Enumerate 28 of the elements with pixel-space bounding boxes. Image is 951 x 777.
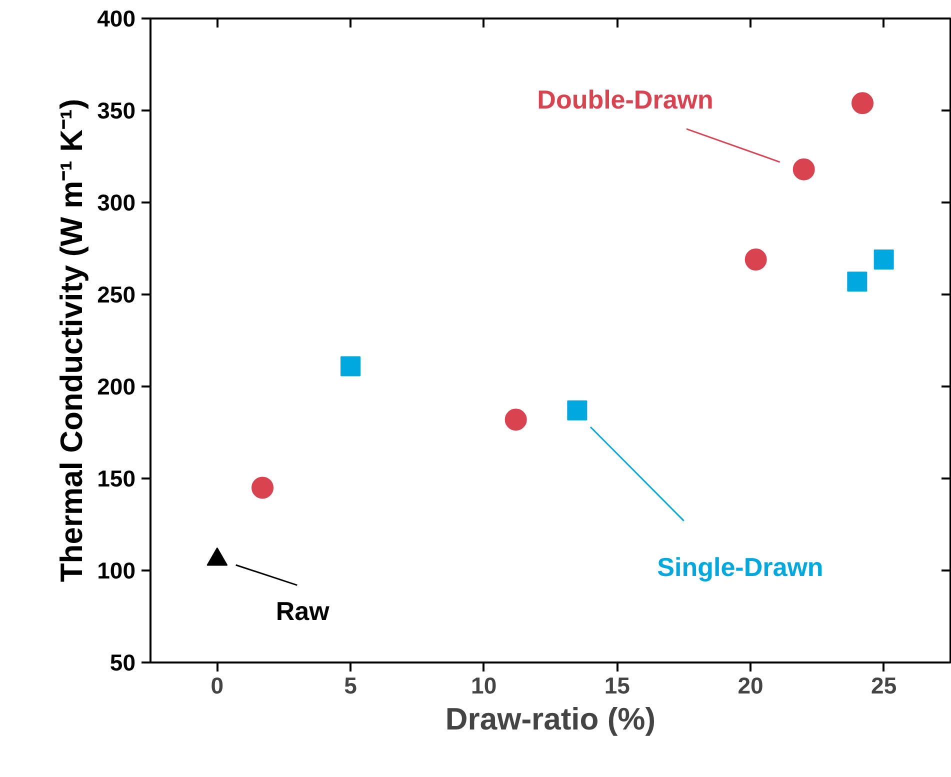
x-tick-label: 25: [871, 672, 897, 698]
point: [847, 272, 868, 292]
x-tick-label: 5: [344, 672, 358, 698]
point: [744, 248, 767, 271]
y-tick-label: 350: [97, 98, 136, 124]
y-tick-label: 50: [110, 650, 136, 676]
y-tick-label: 150: [97, 466, 136, 492]
x-axis-title: Draw-ratio (%): [445, 702, 656, 736]
x-tick-label: 0: [210, 672, 224, 698]
point: [504, 408, 527, 431]
point: [567, 400, 588, 420]
point: [792, 158, 815, 180]
text: Double-Drawn: [537, 84, 714, 114]
y-tick-label: 300: [97, 190, 136, 216]
y-axis-title: Thermal Conductivity (W m⁻¹ K⁻¹): [54, 98, 90, 582]
legend-label: Raw: [276, 596, 330, 626]
point: [852, 92, 874, 114]
text: Single-Drawn: [657, 552, 824, 582]
point: [874, 250, 894, 270]
x-tick-label: 10: [471, 672, 497, 698]
y-tick-label: 200: [97, 374, 136, 400]
y-tick-label: 100: [97, 558, 136, 584]
y-tick-label: 400: [97, 6, 136, 32]
x-tick-label: 15: [604, 672, 630, 698]
point: [252, 476, 274, 499]
y-tick-label: 250: [97, 282, 136, 308]
point: [340, 356, 360, 376]
x-tick-label: 20: [738, 672, 764, 698]
